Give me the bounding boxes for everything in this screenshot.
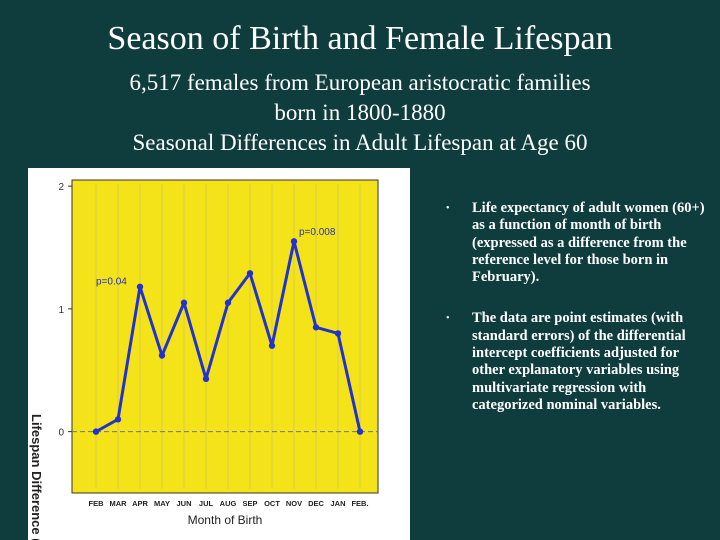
chart-svg: 0 1 2 FEB MAR APR MAY JUN JUL AUG SEP OCT NOV DEC JAN F… <box>29 179 379 540</box>
x-axis-title: Month of Birth <box>188 513 263 527</box>
bullet-dot-icon: • <box>446 203 450 214</box>
x-tick-label: FEB <box>89 499 105 508</box>
subtitle-line-2: born in 1800-1880 <box>274 100 446 125</box>
bullet-item-1: • Life expectancy of adult women (60+) a… <box>438 200 706 286</box>
bullet-item-2: • The data are point estimates (with sta… <box>438 310 706 414</box>
data-point <box>180 299 188 306</box>
data-point <box>224 299 232 306</box>
data-point <box>356 428 364 435</box>
data-point <box>92 428 100 435</box>
x-tick-label: SEP <box>242 499 257 508</box>
x-tick-label: JUL <box>199 499 214 508</box>
data-point <box>290 238 298 245</box>
subtitle-line-1: 6,517 females from European aristocratic… <box>129 70 591 95</box>
x-tick-label: DEC <box>308 499 324 508</box>
y-tick-label: 1 <box>58 305 64 316</box>
bullet-list: • Life expectancy of adult women (60+) a… <box>438 200 706 438</box>
slide-subtitle: 6,517 females from European aristocratic… <box>0 68 720 158</box>
y-tick-label: 0 <box>58 428 64 439</box>
p-value-annotation: p=0.04 <box>96 276 127 287</box>
data-point <box>312 324 320 331</box>
data-point <box>246 270 254 277</box>
data-point <box>114 416 122 423</box>
x-tick-label: OCT <box>264 499 280 508</box>
plot-area <box>71 179 379 494</box>
x-tick-label: MAR <box>109 499 127 508</box>
data-point <box>136 283 144 290</box>
data-point <box>158 352 166 359</box>
p-value-annotation: p=0.008 <box>299 227 336 238</box>
x-tick-label: FEB. <box>351 499 368 508</box>
data-point <box>334 330 342 337</box>
bullet-text-1: Life expectancy of adult women (60+) as … <box>472 200 705 286</box>
x-tick-label: NOV <box>286 499 302 508</box>
subtitle-line-3: Seasonal Differences in Adult Lifespan a… <box>132 130 588 155</box>
lifespan-chart: 0 1 2 FEB MAR APR MAY JUN JUL AUG SEP OCT NOV DEC JAN F… <box>28 168 410 540</box>
y-axis-title: Lifespan Difference (yr <box>29 414 44 540</box>
x-tick-label: JAN <box>330 499 345 508</box>
y-tick-label: 2 <box>58 182 64 193</box>
x-tick-label: JUN <box>176 499 191 508</box>
x-tick-label: AUG <box>220 499 237 508</box>
x-tick-label: MAY <box>154 499 170 508</box>
x-tick-label: APR <box>132 499 148 508</box>
bullet-text-2: The data are point estimates (with stand… <box>472 310 686 413</box>
data-point <box>268 342 276 349</box>
bullet-dot-icon: • <box>446 313 450 325</box>
data-point <box>202 375 210 383</box>
slide-title: Season of Birth and Female Lifespan <box>107 20 613 57</box>
